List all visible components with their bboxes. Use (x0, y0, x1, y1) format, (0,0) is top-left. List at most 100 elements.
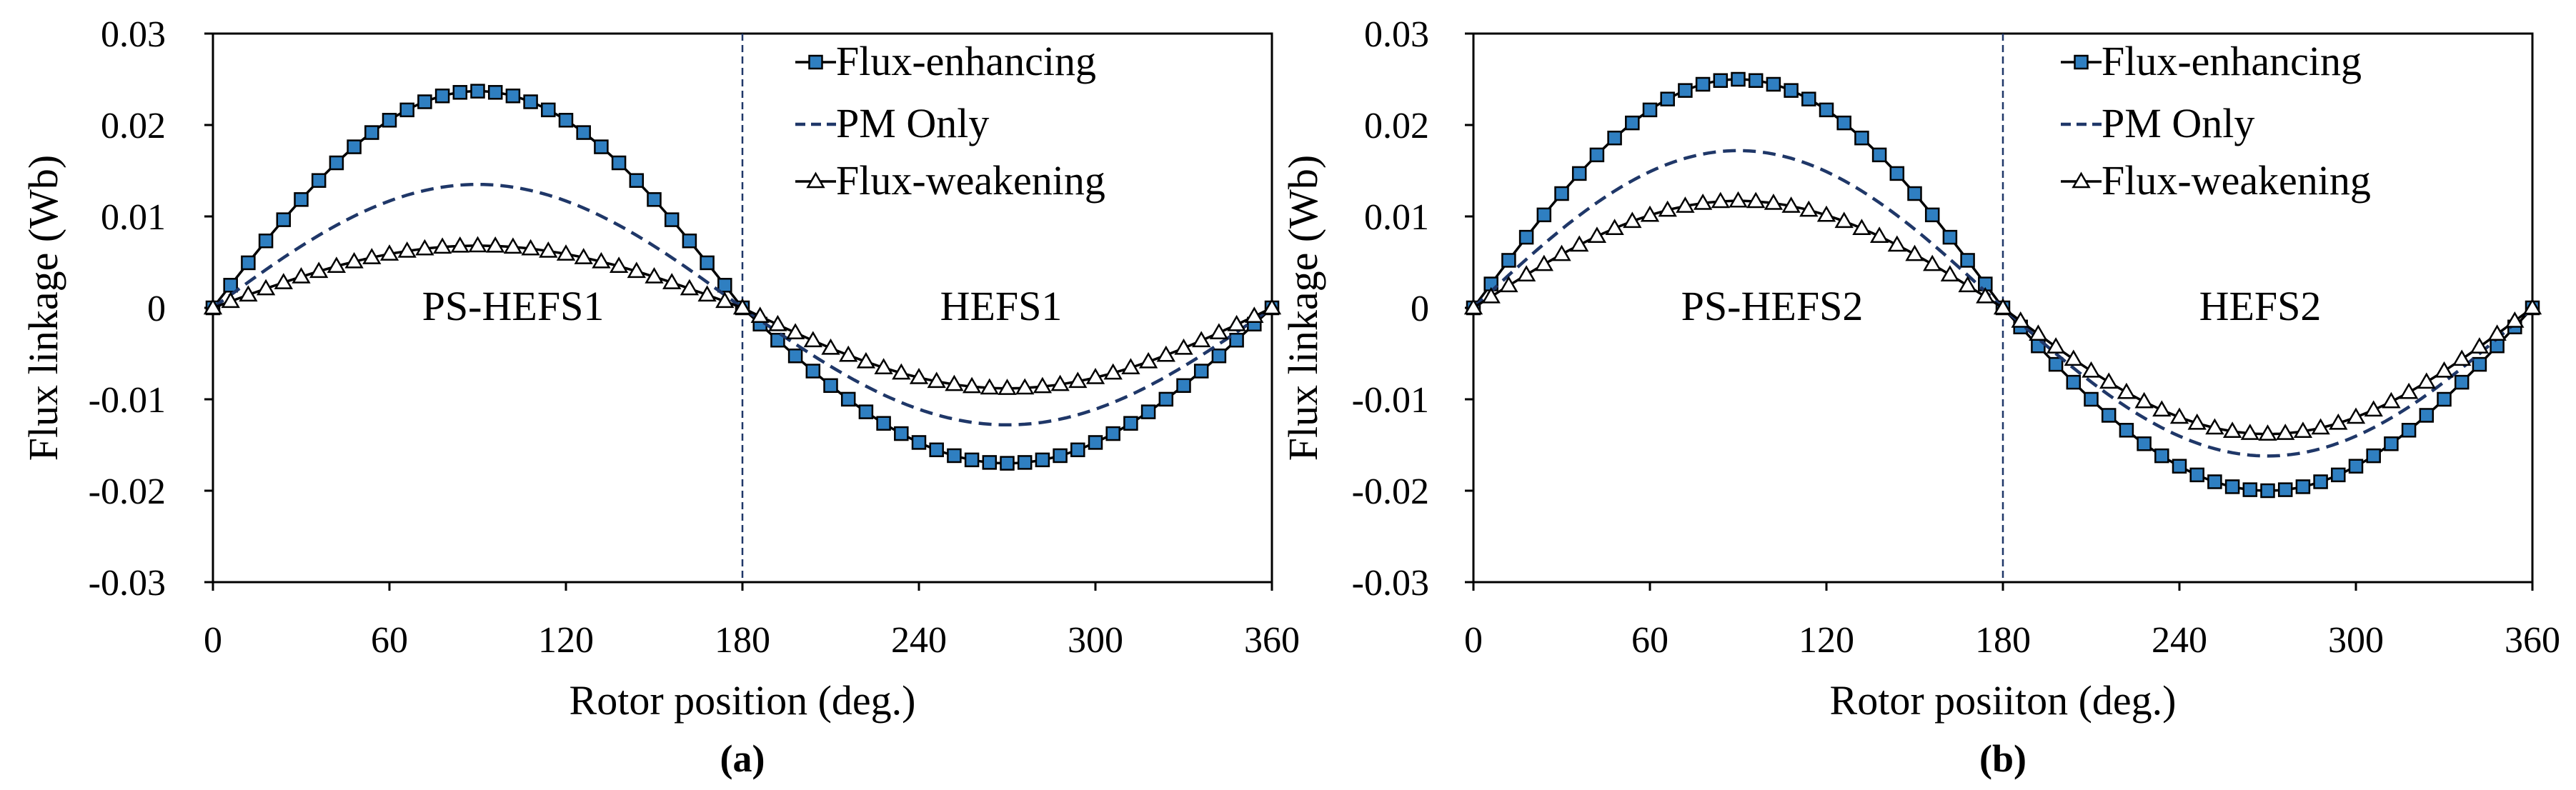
data-point (927, 371, 946, 389)
data-point (1227, 314, 1246, 331)
data-point (2101, 408, 2117, 423)
x-tick-label: 300 (2328, 620, 2384, 661)
data-point (697, 285, 717, 302)
data-point (715, 291, 735, 309)
data-point (1764, 194, 1784, 210)
data-point (787, 348, 803, 364)
data-point (821, 338, 840, 355)
data-point (470, 84, 485, 99)
y-tick-label: 0.03 (1364, 14, 1429, 55)
data-point (2134, 391, 2154, 409)
data-point (258, 234, 274, 249)
data-point (2437, 391, 2452, 407)
data-point (929, 442, 944, 458)
data-point (1229, 332, 1244, 348)
data-point (785, 323, 805, 340)
data-point (276, 212, 292, 227)
data-point (1176, 378, 1191, 394)
data-point (1854, 130, 1869, 146)
data-point (2399, 382, 2419, 399)
data-point (2417, 372, 2436, 389)
data-point (541, 102, 556, 118)
data-point (294, 192, 309, 207)
data-point (2099, 372, 2119, 389)
data-point (1035, 452, 1050, 468)
panel-label: (a) (720, 737, 765, 780)
data-point (2452, 349, 2472, 366)
data-point (1658, 200, 1677, 217)
data-point (2117, 382, 2137, 399)
data-point (1781, 196, 1801, 213)
data-point (1731, 71, 1746, 87)
data-point (203, 298, 223, 315)
data-point (1140, 404, 1156, 419)
region-label: PS-HEFS1 (422, 283, 605, 329)
y-tick-label: 0.02 (1364, 106, 1429, 146)
data-point (1088, 435, 1103, 450)
data-point (611, 155, 627, 171)
data-point (1245, 306, 1264, 324)
data-point (627, 261, 646, 279)
data-point (2454, 374, 2470, 390)
data-point (982, 455, 998, 470)
data-point (592, 251, 611, 269)
data-point (2382, 391, 2401, 409)
data-point (1784, 83, 1799, 98)
data-point (1481, 286, 1501, 304)
x-tick-label: 240 (2152, 620, 2207, 661)
data-point (1693, 194, 1713, 210)
legend-label: Flux-enhancing (2102, 38, 2362, 84)
data-point (2011, 311, 2030, 328)
y-tick-label: -0.03 (1352, 563, 1429, 604)
data-point (1816, 205, 1836, 222)
data-point (256, 279, 276, 296)
region-label: HEFS2 (2199, 283, 2322, 329)
data-point (486, 236, 505, 253)
legend-item: Flux-weakening (2061, 157, 2371, 204)
data-point (2064, 349, 2083, 366)
data-point (2384, 436, 2399, 451)
data-point (1105, 426, 1120, 441)
data-point (770, 332, 785, 348)
series-flux-weakening (203, 236, 1282, 395)
x-tick-label: 240 (891, 620, 947, 661)
data-point (347, 139, 362, 154)
data-point (609, 256, 629, 274)
data-point (415, 239, 434, 256)
data-point (717, 278, 732, 293)
data-point (505, 89, 521, 104)
data-point (1799, 200, 1819, 217)
data-point (964, 452, 980, 468)
data-point (1174, 338, 1193, 355)
data-point (450, 236, 469, 253)
data-point (1887, 235, 1906, 252)
legend-marker (2074, 54, 2089, 70)
data-point (2029, 324, 2048, 341)
legend-marker (2072, 171, 2091, 189)
data-point (647, 192, 662, 207)
data-point (805, 364, 821, 379)
data-point (1516, 265, 1536, 281)
data-point (503, 237, 523, 254)
data-point (309, 261, 329, 279)
data-point (2348, 459, 2364, 474)
legend-item: Flux-weakening (795, 157, 1105, 204)
data-point (1869, 226, 1889, 244)
data-point (523, 94, 538, 109)
series-flux-weakening (1463, 191, 2542, 441)
region-label: PS-HEFS2 (1681, 283, 1864, 329)
data-point (1085, 368, 1105, 384)
y-axis-label: Flux linkage (Wb) (1280, 155, 1326, 461)
data-point (344, 251, 364, 269)
data-point (1713, 73, 1729, 89)
x-tick-label: 0 (1464, 620, 1483, 661)
data-point (1834, 211, 1854, 229)
chart-panel-a: 0.03 0.02 0.01 0 -0.01 -0.02 -0.03 0 60 120 180 240… (20, 14, 1300, 780)
data-point (2119, 423, 2134, 438)
data-point (1711, 191, 1730, 209)
data-point (487, 85, 503, 100)
data-point (2154, 448, 2169, 464)
data-point (700, 255, 715, 271)
data-point (1156, 345, 1175, 362)
